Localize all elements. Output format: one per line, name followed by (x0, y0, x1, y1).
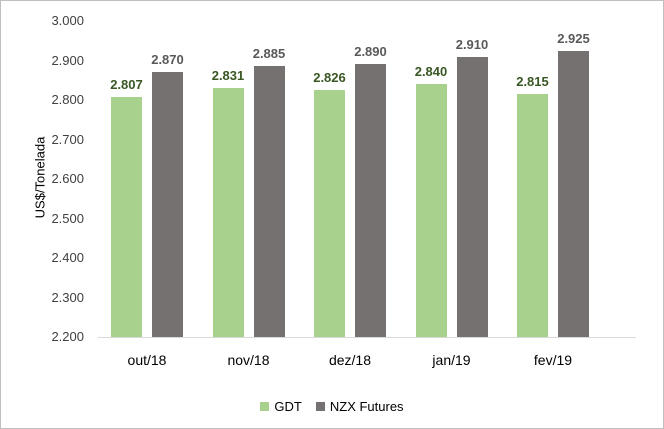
x-tick: fev/19 (533, 352, 573, 368)
data-label: 2.807 (110, 77, 143, 93)
legend-swatch-nzx (315, 402, 325, 411)
x-tick: nov/18 (227, 352, 270, 368)
y-tick: 2.600 (51, 171, 84, 186)
bar-gdt (314, 89, 345, 337)
x-tick: jan/19 (432, 352, 471, 368)
y-tick: 2.500 (51, 210, 84, 226)
data-label: 2.890 (354, 44, 387, 60)
legend-label-gdt: GDT (274, 399, 302, 414)
data-label: 2.885 (252, 46, 286, 62)
x-axis-line (98, 337, 636, 338)
bar-gdt (517, 94, 548, 337)
y-tick: 3.000 (51, 13, 84, 28)
data-label: 2.925 (557, 30, 590, 46)
y-tick: 2.900 (51, 52, 84, 68)
y-tick: 2.400 (51, 250, 84, 265)
legend-item-nzx: NZX Futures (315, 399, 404, 414)
data-label: 2.840 (414, 64, 448, 80)
y-tick: 2.200 (51, 329, 84, 344)
x-tick: dez/18 (328, 352, 372, 368)
data-label: 2.910 (455, 36, 489, 52)
data-label: 2.826 (313, 69, 346, 85)
y-tick: 2.300 (51, 289, 84, 305)
bar-nzx (253, 66, 285, 337)
data-label: 2.815 (516, 74, 549, 90)
bar-nzx (152, 72, 183, 337)
legend-swatch-gdt (260, 402, 270, 411)
bar-nzx (355, 64, 386, 337)
data-label: 2.870 (151, 52, 184, 68)
legend: GDT NZX Futures (0, 399, 664, 414)
x-tick: out/18 (127, 352, 167, 368)
bar-nzx (558, 50, 589, 337)
legend-item-gdt: GDT (260, 399, 302, 414)
data-label: 2.831 (211, 67, 245, 83)
y-tick: 2.800 (51, 92, 84, 107)
legend-label-nzx: NZX Futures (329, 399, 404, 414)
bar-gdt (415, 84, 447, 337)
y-tick: 2.700 (51, 131, 84, 147)
bar-nzx (456, 56, 488, 337)
bar-gdt (212, 87, 244, 337)
bar-gdt (111, 97, 142, 337)
